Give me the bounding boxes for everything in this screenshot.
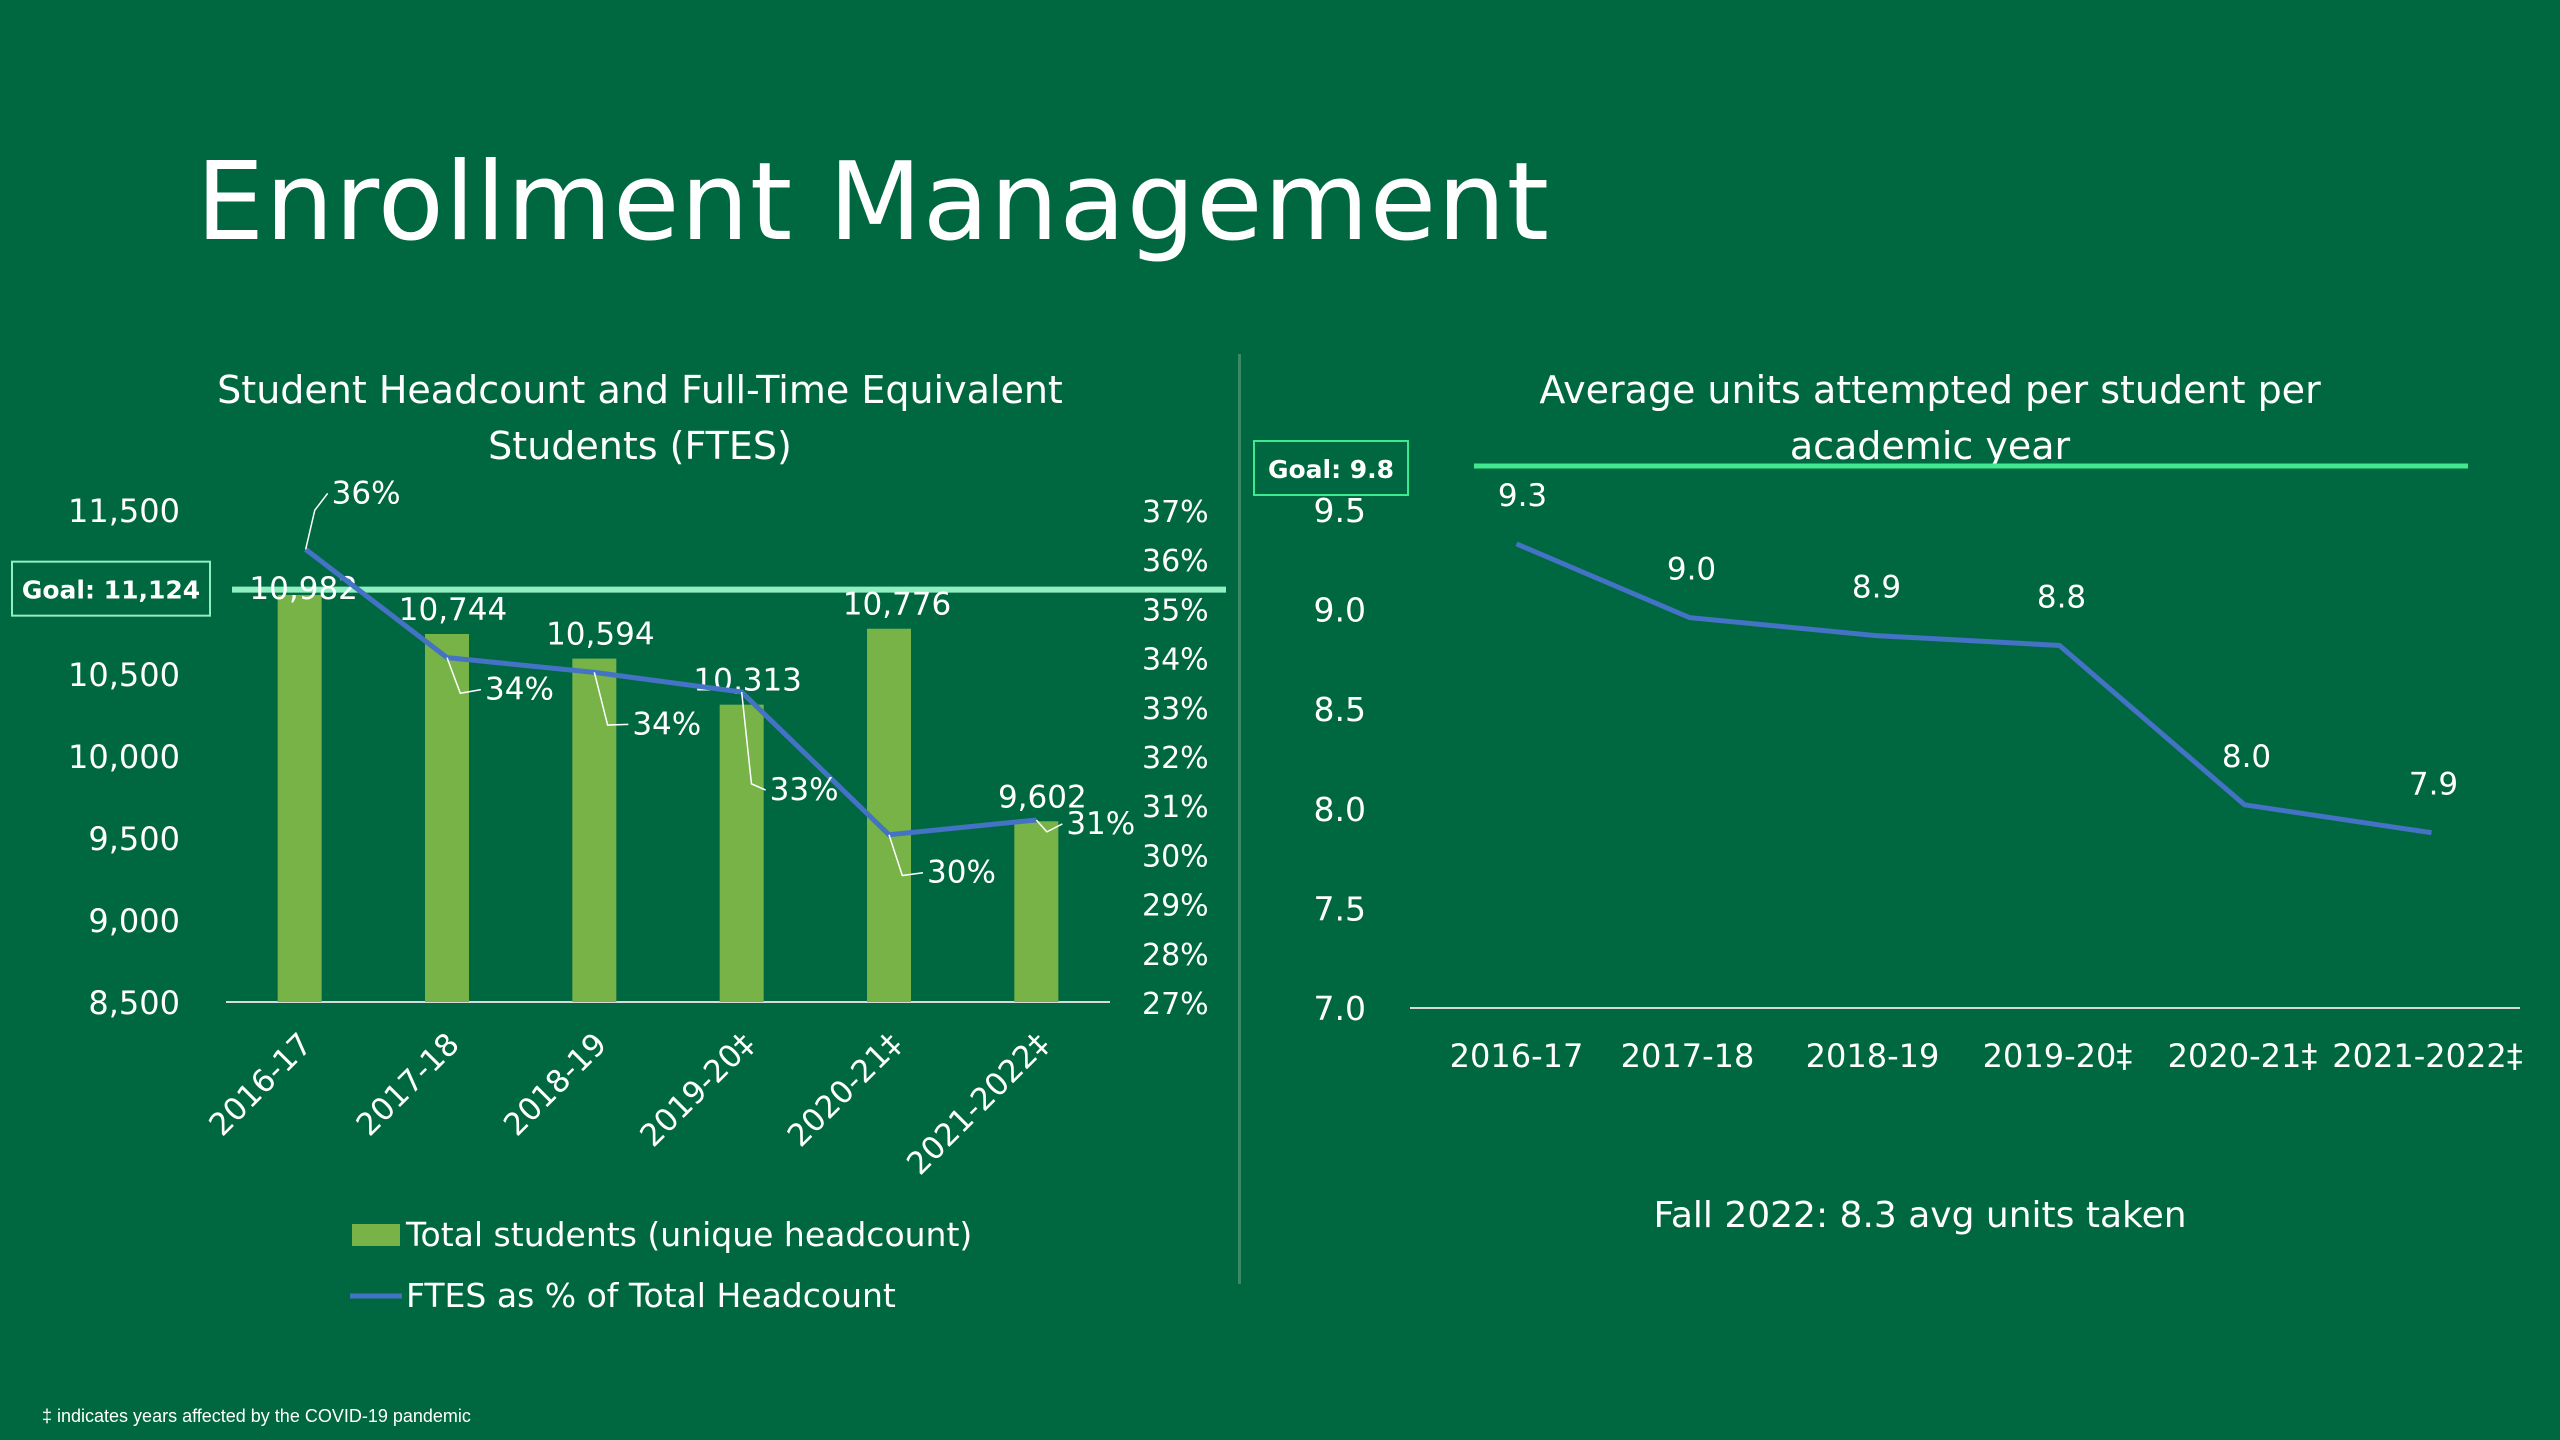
data-label-leader xyxy=(1035,819,1063,833)
x-tick-label: 2016-17 xyxy=(202,1026,319,1143)
goal-label: Goal: 11,124 xyxy=(22,576,200,605)
bar-value-label: 10,744 xyxy=(399,592,507,628)
legend-bar-swatch xyxy=(352,1224,400,1246)
units-value-label: 9.0 xyxy=(1667,552,1716,588)
right-y-tick-label: 8.0 xyxy=(1314,790,1366,829)
y2-tick-label: 33% xyxy=(1142,692,1209,727)
y2-tick-label: 35% xyxy=(1142,593,1209,628)
x-tick-label: 2021-2022‡ xyxy=(900,1026,1056,1182)
ftes-value-label: 36% xyxy=(332,475,401,511)
y-tick-label: 11,500 xyxy=(68,492,180,530)
right-goal-box xyxy=(1253,440,1409,496)
bar-value-label: 10,594 xyxy=(546,617,654,653)
data-label-leader xyxy=(593,672,629,726)
right-y-tick-label: 7.5 xyxy=(1314,889,1366,928)
y-tick-label: 10,000 xyxy=(68,738,180,776)
units-line xyxy=(1515,541,2432,836)
ftes-value-label: 30% xyxy=(927,855,996,891)
data-label-leader xyxy=(888,834,924,877)
data-label-leader xyxy=(446,657,482,695)
units-value-label: 9.3 xyxy=(1498,478,1547,514)
y-tick-label: 9,500 xyxy=(88,820,180,858)
units-value-label: 8.0 xyxy=(2222,739,2271,775)
y2-tick-label: 32% xyxy=(1142,741,1209,776)
bar-value-label: 9,602 xyxy=(998,779,1087,815)
y-tick-label: 10,500 xyxy=(68,656,180,694)
ftes-value-label: 34% xyxy=(632,706,701,742)
x-tick-label: 2019-20‡ xyxy=(633,1026,761,1154)
y-tick-label: 8,500 xyxy=(88,984,180,1022)
chart-divider xyxy=(1238,354,1241,1284)
ftes-value-label: 34% xyxy=(485,672,554,708)
bar xyxy=(425,633,469,1002)
y2-tick-label: 36% xyxy=(1142,544,1209,579)
right-x-tick-label: 2020-21‡ xyxy=(2168,1037,2318,1075)
y2-tick-label: 29% xyxy=(1142,889,1209,924)
y2-tick-label: 31% xyxy=(1142,790,1209,825)
right-y-tick-label: 9.5 xyxy=(1314,491,1366,530)
right-x-tick-label: 2021-2022‡ xyxy=(2332,1037,2522,1075)
y-tick-label: 9,000 xyxy=(88,902,180,940)
x-tick-label: 2020-21‡ xyxy=(781,1026,909,1154)
bar xyxy=(572,658,617,1002)
y2-tick-label: 37% xyxy=(1142,495,1209,530)
right-y-tick-label: 7.0 xyxy=(1314,989,1366,1028)
right-x-tick-label: 2018-19 xyxy=(1806,1037,1940,1075)
units-value-label: 8.8 xyxy=(2037,579,2086,615)
headcount-chart-title: Student Headcount and Full-Time Equivale… xyxy=(217,368,1063,468)
legend-bar-label: Total students (unique headcount) xyxy=(405,1215,972,1254)
data-label-leader xyxy=(740,691,766,791)
y2-tick-label: 28% xyxy=(1142,938,1209,973)
goal-box xyxy=(11,560,211,617)
x-tick-label: 2018-19 xyxy=(497,1026,614,1143)
right-y-tick-label: 9.0 xyxy=(1314,591,1366,630)
slide-title: Enrollment Management xyxy=(196,140,1551,265)
data-label-leader xyxy=(304,492,329,550)
bar xyxy=(277,594,322,1002)
right-goal-label: Goal: 9.8 xyxy=(1268,455,1394,484)
ftes-value-label: 33% xyxy=(770,772,839,808)
fall-2022-note: Fall 2022: 8.3 avg units taken xyxy=(1653,1195,2187,1236)
bar-value-label: 10,313 xyxy=(693,663,801,699)
covid-footnote: ‡ indicates years affected by the COVID-… xyxy=(42,1406,471,1426)
units-value-label: 7.9 xyxy=(2409,767,2458,803)
ftes-line xyxy=(304,547,1037,838)
y2-tick-label: 27% xyxy=(1142,987,1209,1022)
y2-tick-label: 34% xyxy=(1142,643,1209,678)
bar xyxy=(867,628,911,1002)
x-tick-label: 2017-18 xyxy=(350,1026,467,1143)
y2-tick-label: 30% xyxy=(1142,839,1209,874)
legend-line-label: FTES as % of Total Headcount xyxy=(406,1276,896,1315)
bar-value-label: 10,776 xyxy=(843,587,951,623)
units-value-label: 8.9 xyxy=(1852,569,1901,605)
right-x-tick-label: 2016-17 xyxy=(1450,1037,1584,1075)
ftes-value-label: 31% xyxy=(1066,806,1135,842)
bar xyxy=(1014,821,1059,1002)
right-y-tick-label: 8.5 xyxy=(1314,690,1366,729)
right-x-tick-label: 2017-18 xyxy=(1621,1037,1755,1075)
right-x-tick-label: 2019-20‡ xyxy=(1983,1037,2133,1075)
bar xyxy=(719,704,764,1002)
units-chart-title: Average units attempted per student per … xyxy=(1539,368,2321,468)
